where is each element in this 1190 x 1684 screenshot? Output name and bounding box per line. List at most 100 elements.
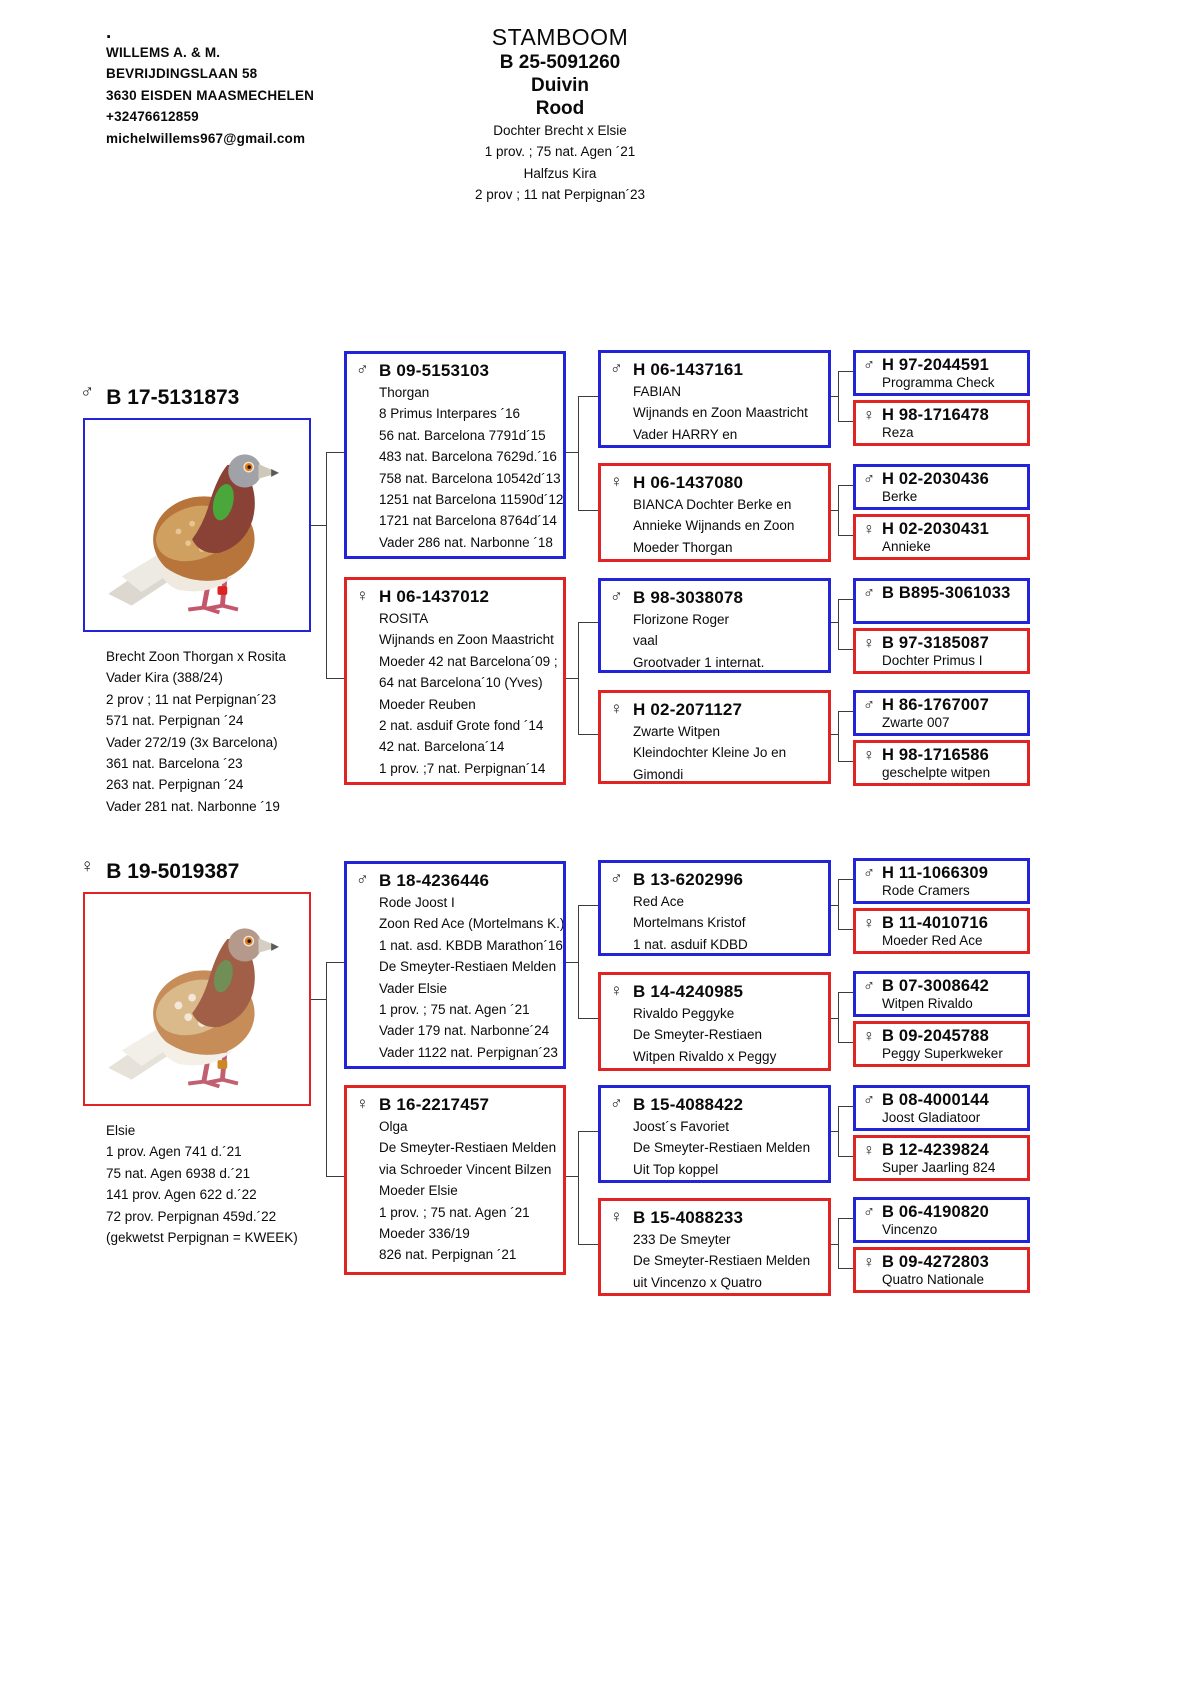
- connector-line: [838, 711, 853, 712]
- ring-number: B 16-2217457: [379, 1095, 490, 1114]
- pedigree-box-joost-gladiatoor: ♂ B 08-4000144 Joost Gladiatoor: [853, 1085, 1030, 1131]
- text-line: 1721 nat Barcelona 8764d´14: [379, 513, 557, 529]
- pedigree-box-programma-check: ♂ H 97-2044591 Programma Check: [853, 350, 1030, 396]
- text-line: Florizone Roger: [633, 612, 730, 627]
- text-line: Moeder Elsie: [379, 1183, 458, 1199]
- connector-line: [831, 510, 838, 511]
- pedigree-box-rosita: ♀ H 06-1437012 ROSITA Wijnands en Zoon Ma…: [344, 577, 566, 785]
- sire-photo: [83, 418, 311, 632]
- text-line: Moeder Thorgan: [633, 539, 733, 555]
- text-line: Joost´s Favoriet: [633, 1119, 730, 1134]
- male-icon: ♂: [610, 359, 623, 378]
- text-line: Vader 272/19 (3x Barcelona): [106, 734, 278, 750]
- text-line: Gimondi: [633, 766, 684, 782]
- male-icon: ♂: [863, 1092, 875, 1109]
- text-line: 141 prov. Agen 622 d.´22: [106, 1187, 257, 1203]
- male-icon: ♂: [80, 382, 95, 403]
- text-line: 263 nat. Perpignan ´24: [106, 777, 244, 793]
- pigeon-name: Zwarte 007: [882, 715, 950, 730]
- pedigree-box-zwarte-007: ♂ H 86-1767007 Zwarte 007: [853, 690, 1030, 736]
- connector-line: [578, 396, 579, 511]
- text-line: BEVRIJDINGSLAAN 58: [106, 66, 258, 82]
- connector-line: [578, 1131, 579, 1245]
- text-line: Vader HARRY en: [633, 426, 738, 442]
- female-icon: ♀: [610, 699, 623, 718]
- pedigree-box-dochter-primus: ♀ B 97-3185087 Dochter Primus I: [853, 628, 1030, 674]
- text-line: WILLEMS A. & M.: [106, 45, 221, 60]
- text-line: Wijnands en Zoon Maastricht: [379, 632, 554, 648]
- connector-line: [838, 879, 853, 880]
- connector-line: [831, 396, 838, 397]
- text-line: De Smeyter-Restiaen: [633, 1027, 763, 1043]
- text-line: Grootvader 1 internat.: [633, 654, 765, 670]
- connector-line: [566, 962, 578, 963]
- text-line: 1 prov. ; 75 nat. Agen ´21: [379, 1204, 530, 1220]
- pigeon-name: Vincenzo: [882, 1222, 938, 1237]
- ring-number: B 13-6202996: [633, 870, 744, 889]
- ring-number: B 09-4272803: [882, 1253, 989, 1271]
- pigeon-name: Peggy Superkweker: [882, 1046, 1003, 1061]
- text-line: 2 prov ; 11 nat Perpignan´23: [474, 187, 646, 203]
- text-line: Dochter Brecht x Elsie: [493, 123, 627, 138]
- connector-line: [838, 1106, 839, 1157]
- ring-number: H 11-1066309: [882, 864, 989, 882]
- pedigree-box-reza: ♀ H 98-1716478 Reza: [853, 400, 1030, 446]
- dam-title: ♀ B 19-5019387: [80, 856, 239, 884]
- text-line: 42 nat. Barcelona´14: [379, 739, 505, 755]
- text-line: Vader 1122 nat. Perpignan´23: [379, 1044, 558, 1060]
- male-icon: ♂: [356, 870, 369, 889]
- text-line: BIANCA Dochter Berke en: [633, 497, 792, 512]
- male-icon: ♂: [863, 978, 875, 995]
- ring-number: H 06-1437161: [633, 360, 744, 379]
- text-line: Zwarte Witpen: [633, 724, 721, 739]
- text-line: 3630 EISDEN MAASMECHELEN: [106, 87, 315, 103]
- female-icon: ♀: [863, 1028, 875, 1045]
- pedigree-box-peggy-superkweker: ♀ B 09-2045788 Peggy Superkweker: [853, 1021, 1030, 1067]
- box-lines: Rode Joost I Zoon Red Ace (Mortelmans K.)…: [379, 892, 563, 1063]
- female-icon: ♀: [863, 1254, 875, 1271]
- box-lines: ROSITA Wijnands en Zoon Maastricht Moeder …: [379, 608, 561, 779]
- text-line: 826 nat. Perpignan ´21: [379, 1247, 517, 1263]
- connector-line: [838, 1218, 839, 1269]
- pedigree-box-florizone: ♂ B 98-3038078 Florizone Roger vaal Grootv…: [598, 578, 831, 673]
- connector-line: [578, 905, 598, 906]
- ring-number: B B895-3061033: [882, 584, 1011, 602]
- connector-line: [838, 649, 853, 650]
- dam-photo: [83, 892, 311, 1106]
- text-line: Elsie: [106, 1123, 136, 1138]
- ring-number: B 12-4239824: [882, 1141, 989, 1159]
- text-line: 1 prov. Agen 741 d.´21: [106, 1144, 242, 1160]
- text-line: Red Ace: [633, 894, 685, 909]
- pedigree-box-red-ace: ♂ B 13-6202996 Red Ace Mortelmans Kristof…: [598, 860, 831, 956]
- pedigree-box-thorgan: ♂ B 09-5153103 Thorgan 8 Primus Interpare…: [344, 351, 566, 559]
- male-icon: ♂: [610, 869, 623, 888]
- ring-number: B 08-4000144: [882, 1091, 989, 1109]
- male-icon: ♂: [863, 471, 875, 488]
- connector-line: [578, 622, 579, 735]
- pigeon-image: [108, 454, 279, 615]
- text-line: Uit Top koppel: [633, 1161, 719, 1177]
- ring-number: H 98-1716478: [882, 406, 989, 424]
- female-icon: ♀: [863, 747, 875, 764]
- pedigree-box-b895: ♂ B B895-3061033: [853, 578, 1030, 624]
- ring-number: B 15-4088422: [633, 1095, 744, 1114]
- connector-line: [838, 761, 853, 762]
- ring-number: B 07-3008642: [882, 977, 989, 995]
- text-line: 758 nat. Barcelona 10542d´13: [379, 470, 561, 486]
- male-icon: ♂: [863, 865, 875, 882]
- connector-line: [838, 421, 853, 422]
- pedigree-box-berke: ♂ H 02-2030436 Berke: [853, 464, 1030, 510]
- text-line: Brecht Zoon Thorgan x Rosita: [106, 649, 286, 664]
- text-line: Rode Joost I: [379, 895, 455, 910]
- male-icon: ♂: [863, 697, 875, 714]
- pedigree-box-olga: ♀ B 16-2217457 Olga De Smeyter-Restiaen M…: [344, 1085, 566, 1275]
- text-line: Witpen Rivaldo x Peggy: [633, 1048, 777, 1064]
- connector-line: [326, 962, 344, 963]
- box-lines: Florizone Roger vaal Grootvader 1 internat…: [633, 609, 826, 670]
- ring-number: B 98-3038078: [633, 588, 744, 607]
- male-icon: ♂: [356, 360, 369, 379]
- pigeon-name: Dochter Primus I: [882, 653, 983, 668]
- text-line: Halfzus Kira: [523, 165, 597, 181]
- text-line: vaal: [633, 633, 658, 649]
- connector-line: [838, 535, 853, 536]
